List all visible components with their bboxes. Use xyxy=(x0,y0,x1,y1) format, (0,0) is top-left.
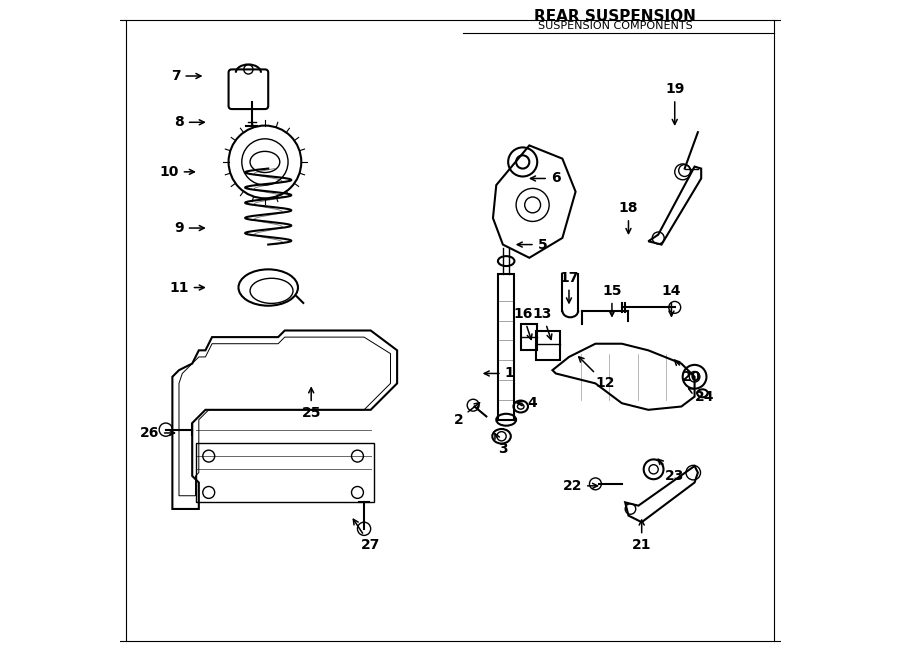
Text: 18: 18 xyxy=(618,201,638,233)
Bar xyxy=(536,330,560,360)
Text: 13: 13 xyxy=(533,307,553,340)
Text: 25: 25 xyxy=(302,388,321,420)
Text: 2: 2 xyxy=(454,403,480,427)
Text: 27: 27 xyxy=(354,520,381,553)
Text: 5: 5 xyxy=(518,237,547,252)
Text: 8: 8 xyxy=(174,115,204,130)
Text: 1: 1 xyxy=(484,366,515,381)
Bar xyxy=(498,274,515,420)
Text: 19: 19 xyxy=(665,82,684,124)
Text: REAR SUSPENSION: REAR SUSPENSION xyxy=(535,9,697,24)
FancyBboxPatch shape xyxy=(229,69,268,109)
Text: 17: 17 xyxy=(559,270,579,303)
Text: 21: 21 xyxy=(632,520,652,553)
Text: 22: 22 xyxy=(562,479,598,493)
Text: 9: 9 xyxy=(175,221,204,235)
Bar xyxy=(195,443,374,502)
Text: 23: 23 xyxy=(658,459,684,483)
Text: 16: 16 xyxy=(513,307,533,340)
Text: 10: 10 xyxy=(159,165,194,179)
Text: 3: 3 xyxy=(495,434,508,457)
Text: 15: 15 xyxy=(602,284,622,316)
Text: 7: 7 xyxy=(171,69,201,83)
Text: 12: 12 xyxy=(579,357,615,391)
Text: 11: 11 xyxy=(169,280,204,295)
Text: 24: 24 xyxy=(688,389,715,404)
Text: 14: 14 xyxy=(662,284,681,316)
Text: 6: 6 xyxy=(530,171,561,186)
Text: 4: 4 xyxy=(518,396,537,410)
Text: 20: 20 xyxy=(675,360,701,384)
Text: 26: 26 xyxy=(140,426,175,440)
Bar xyxy=(521,324,537,350)
Text: SUSPENSION COMPONENTS: SUSPENSION COMPONENTS xyxy=(538,21,693,32)
